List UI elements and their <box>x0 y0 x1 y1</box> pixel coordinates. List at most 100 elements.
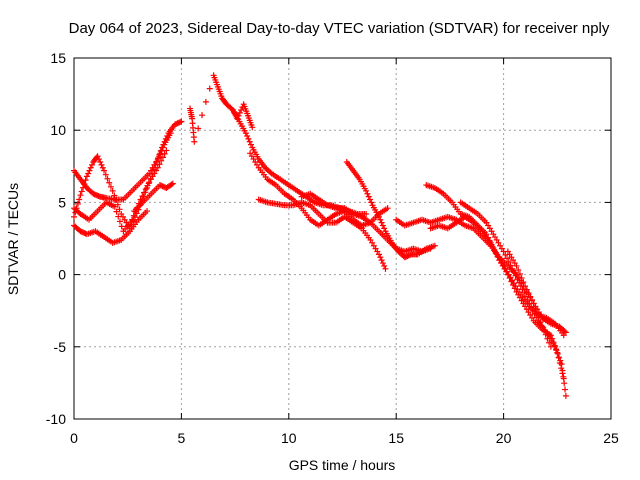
data-point <box>381 262 388 269</box>
data-point <box>115 213 122 220</box>
data-point <box>516 271 523 278</box>
data-point <box>525 290 532 297</box>
data-point <box>159 154 166 161</box>
data-point <box>77 192 84 199</box>
data-point <box>377 216 384 223</box>
data-point <box>378 257 385 264</box>
series-track-3 <box>71 147 170 235</box>
data-point <box>202 98 209 105</box>
data-point <box>242 130 249 137</box>
y-tick-label: 15 <box>50 50 66 66</box>
data-point <box>547 343 554 350</box>
data-point <box>554 350 561 357</box>
series-track-6 <box>186 72 256 145</box>
data-point <box>244 132 251 139</box>
plot-frame <box>73 57 612 420</box>
data-point <box>236 109 243 116</box>
data-point <box>109 187 116 194</box>
data-point <box>559 367 566 374</box>
data-point <box>556 354 563 361</box>
data-point <box>74 200 81 207</box>
data-point <box>382 265 389 272</box>
series-track-2 <box>71 130 174 203</box>
data-point <box>102 171 109 178</box>
data-point <box>76 196 83 203</box>
data-point <box>267 169 274 176</box>
data-point <box>142 186 149 193</box>
y-tick-label: 10 <box>50 122 66 138</box>
data-point <box>535 314 542 321</box>
data-point <box>376 213 383 220</box>
data-point <box>144 182 151 189</box>
data-point <box>246 138 253 145</box>
series-track-9 <box>255 196 389 272</box>
data-point <box>113 208 120 215</box>
data-point <box>104 175 111 182</box>
data-point <box>247 141 254 148</box>
data-point <box>530 300 537 307</box>
chart-title: Day 064 of 2023, Sidereal Day-to-day VTE… <box>69 20 610 37</box>
data-point <box>557 357 564 364</box>
data-point <box>381 225 388 232</box>
data-point <box>542 331 549 338</box>
data-point <box>506 275 513 282</box>
data-point <box>492 250 499 257</box>
data-point <box>98 161 105 168</box>
data-point <box>562 392 569 399</box>
data-point <box>83 173 90 180</box>
data-point <box>562 386 569 393</box>
data-point <box>249 124 256 131</box>
data-point <box>178 118 185 125</box>
data-point <box>159 144 166 151</box>
data-point <box>534 309 541 316</box>
data-point <box>89 161 96 168</box>
y-tick-label: -10 <box>46 411 66 427</box>
y-axis-label: SDTVAR / TECUs <box>5 183 21 295</box>
data-point <box>522 283 529 290</box>
data-point <box>97 158 104 165</box>
axis-ticks: 0 5 10 15 20 25 -10 -5 0 5 10 15 <box>46 50 619 446</box>
data-point <box>378 219 385 226</box>
data-point <box>489 243 496 250</box>
series-track-4 <box>71 208 151 246</box>
x-tick-label: 20 <box>496 430 512 446</box>
data-point <box>114 201 121 208</box>
data-point <box>510 281 517 288</box>
data-point <box>168 181 175 188</box>
data-point <box>561 380 568 387</box>
data-point <box>156 153 163 160</box>
x-tick-label: 15 <box>388 430 404 446</box>
data-point <box>111 203 118 210</box>
data-point <box>510 269 517 276</box>
data-point <box>384 205 391 212</box>
data-point <box>532 305 539 312</box>
data-point <box>199 112 206 119</box>
data-point <box>365 193 372 200</box>
data-point <box>505 258 512 265</box>
x-tick-label: 10 <box>281 430 297 446</box>
data-point <box>560 373 567 380</box>
data-point <box>544 335 551 342</box>
data-point <box>139 193 146 200</box>
data-point <box>99 164 106 171</box>
data-point <box>141 189 148 196</box>
data-point <box>195 125 202 132</box>
data-point <box>116 218 123 225</box>
data-point <box>377 254 384 261</box>
data-point <box>363 210 370 217</box>
data-point <box>71 213 77 220</box>
data-point <box>515 266 522 273</box>
data-point <box>206 85 213 92</box>
data-point <box>245 135 252 142</box>
data-point <box>363 187 370 194</box>
data-point <box>101 167 108 174</box>
x-tick-label: 25 <box>603 430 619 446</box>
data-point <box>95 156 102 163</box>
data-point <box>379 260 386 267</box>
data-point <box>376 251 383 258</box>
y-tick-label: 5 <box>58 194 66 210</box>
data-point <box>364 190 371 197</box>
series-track-10 <box>298 190 434 255</box>
